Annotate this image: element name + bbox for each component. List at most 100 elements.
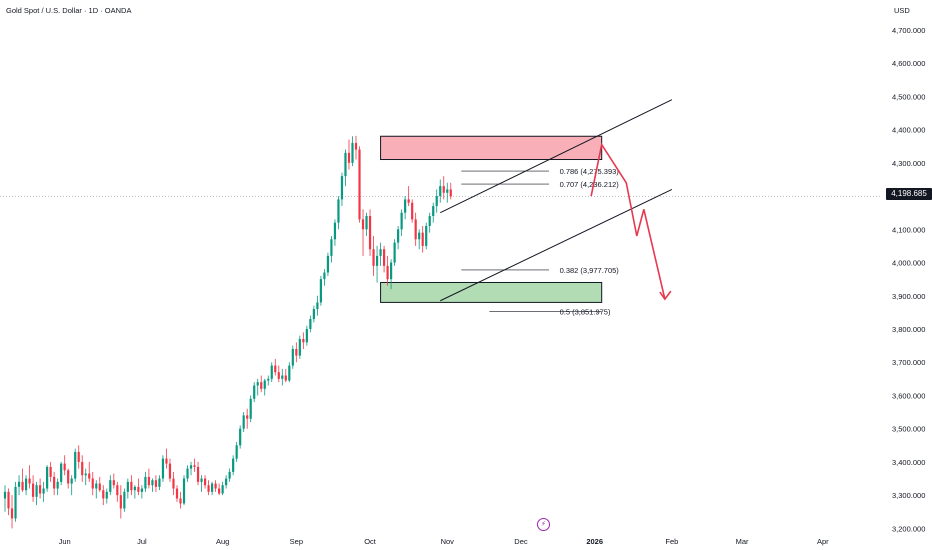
candle-body	[218, 488, 221, 494]
x-tick-label: Mar	[736, 537, 749, 546]
candle-body	[390, 262, 393, 280]
fib-label: 0.786 (4,275.393)	[560, 167, 620, 176]
candle-body	[284, 375, 287, 381]
y-tick-label: 4,300.000	[892, 159, 925, 168]
x-tick-label: Jul	[137, 537, 147, 546]
candle-body	[316, 302, 319, 310]
candle-body	[53, 476, 56, 489]
x-tick-label: Nov	[441, 537, 455, 546]
candle-body	[214, 483, 217, 489]
candle-body	[263, 380, 266, 389]
x-tick-label: Sep	[290, 537, 303, 546]
candle-body	[375, 255, 379, 266]
projection-path	[590, 142, 666, 300]
candle-body	[77, 451, 80, 462]
candle-body	[354, 142, 358, 150]
candles-layer	[3, 135, 452, 529]
candle-body	[116, 485, 119, 496]
candle-body	[168, 463, 172, 479]
candle-body	[56, 481, 59, 489]
candle-body	[260, 382, 263, 389]
channel-line	[440, 99, 673, 214]
y-tick-label: 3,500.000	[892, 425, 925, 434]
candle-body	[382, 249, 386, 266]
candle-body	[42, 488, 45, 494]
y-tick-label: 4,600.000	[892, 59, 925, 68]
candle-body	[239, 428, 242, 446]
x-tick-label: Apr	[817, 537, 829, 546]
y-tick-label: 3,200.000	[892, 524, 925, 533]
candle-body	[344, 152, 347, 177]
projection-arrowhead	[659, 290, 672, 301]
candle-body	[228, 471, 231, 479]
candle-body	[277, 372, 280, 379]
candle-body	[3, 491, 7, 499]
candle-body	[323, 272, 326, 280]
candle-body	[130, 481, 133, 491]
candle-body	[253, 385, 256, 399]
supply-zone	[380, 135, 603, 161]
candle-body	[281, 375, 284, 379]
candle-body	[203, 478, 207, 486]
candle-body	[305, 329, 308, 343]
lightning-icon[interactable]: ⚡	[537, 518, 550, 531]
candle-body	[189, 465, 193, 469]
candle-body	[309, 319, 312, 330]
currency-label: USD	[894, 6, 910, 15]
candle-body	[207, 485, 210, 492]
candle-body	[17, 481, 21, 487]
candle-body	[232, 458, 235, 472]
candle-body	[88, 473, 91, 479]
price-axis[interactable]: 3,200.000 3,300.000 3,400.000 3,500.000 3,60…	[892, 26, 925, 533]
candle-body	[347, 152, 351, 163]
candle-body	[414, 219, 417, 240]
drawings-layer: 0.786 (4,275.393) 0.707 (4,236.212) 0.382 …	[440, 99, 673, 317]
last-price-badge: 4,198.685	[886, 188, 932, 200]
candle-body	[319, 279, 322, 303]
time-axis[interactable]: Jun Jul Aug Sep Oct Nov Dec 2026 Feb Mar Apr	[59, 537, 830, 546]
candle-body	[400, 212, 403, 230]
candle-body	[291, 348, 294, 366]
candle-body	[340, 176, 344, 200]
candle-body	[67, 470, 70, 484]
y-tick-label: 3,600.000	[892, 391, 925, 400]
candle-body	[144, 476, 147, 489]
fib-label: 0.707 (4,236.212)	[560, 180, 620, 189]
candle-body	[98, 483, 101, 491]
candle-body	[435, 196, 438, 207]
x-tick-label: Feb	[665, 537, 678, 546]
y-tick-label: 4,100.000	[892, 225, 925, 234]
candle-body	[137, 486, 140, 492]
candle-body	[123, 491, 126, 509]
candle-body	[74, 451, 77, 479]
candle-body	[386, 265, 389, 280]
candle-body	[154, 480, 158, 487]
x-tick-label: 2026	[586, 537, 603, 546]
x-tick-label: Aug	[216, 537, 229, 546]
candle-body	[372, 249, 375, 266]
candle-body	[225, 478, 228, 486]
candle-body	[295, 348, 298, 356]
candle-body	[404, 199, 407, 213]
candle-body	[186, 468, 189, 479]
candle-body	[161, 458, 165, 479]
candle-body	[421, 232, 424, 246]
candle-body	[175, 488, 179, 499]
candle-body	[24, 478, 28, 491]
candle-body	[109, 480, 112, 492]
fib-label: 0.5 (3,851.975)	[560, 308, 611, 317]
candle-body	[81, 461, 84, 476]
candle-body	[333, 222, 337, 240]
candle-body	[298, 338, 301, 356]
candle-body	[112, 480, 115, 486]
candle-body	[397, 229, 400, 243]
candle-body	[361, 219, 365, 230]
candle-body	[200, 478, 203, 482]
x-tick-label: Jun	[59, 537, 71, 546]
candle-body	[28, 478, 31, 484]
candle-body	[432, 206, 435, 217]
candle-body	[21, 481, 24, 491]
candle-body	[442, 186, 445, 193]
candle-body	[165, 458, 168, 464]
